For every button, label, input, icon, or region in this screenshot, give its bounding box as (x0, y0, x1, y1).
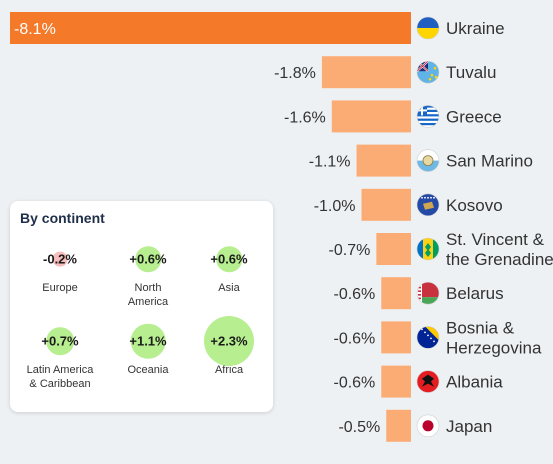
bar-7 (381, 277, 411, 310)
continent-bubble (46, 327, 74, 355)
continent-value: +2.3% (210, 333, 248, 349)
san-marino-flag-icon (416, 149, 440, 172)
greece-flag-icon (416, 105, 440, 128)
bar-10 (386, 409, 411, 442)
kosovo-flag-icon (416, 193, 440, 217)
bar-8 (381, 321, 411, 354)
continent-value: -0.2% (43, 251, 77, 267)
continent-bubble (135, 246, 161, 272)
bar-value-label: -0.6% (333, 330, 375, 347)
continent-value: +0.7% (41, 333, 79, 349)
country-name: San Marino (446, 152, 533, 171)
continent-name: Asia (218, 282, 240, 294)
bosnia-flag-icon (416, 326, 440, 349)
continent-value: +0.6% (129, 251, 167, 267)
continent-name: North America (127, 282, 169, 308)
continent-item: +2.3% Africa (184, 311, 274, 377)
continent-item: +1.1% Oceania (103, 311, 193, 377)
continent-title: By continent (20, 210, 105, 226)
bar-value-label: -0.6% (333, 375, 375, 392)
bar-value-label: -1.1% (309, 154, 351, 171)
japan-flag-icon (416, 414, 440, 438)
country-name: Belarus (446, 284, 504, 303)
continent-bubble (204, 316, 254, 366)
bar-6 (376, 233, 411, 265)
albania-flag-icon (416, 370, 440, 393)
bar-value-label: -1.6% (284, 109, 326, 126)
continent-item: +0.7% Latin America & Caribbean (15, 311, 105, 391)
country-name: Japan (446, 417, 492, 436)
bar-1 (10, 12, 411, 44)
continent-bubble (52, 251, 68, 267)
bar-4 (356, 144, 411, 177)
continent-item: -0.2% Europe (15, 229, 105, 295)
country-name: St. Vincent & the Grenadines (446, 230, 553, 269)
bar-value-label: -0.5% (338, 419, 380, 436)
continent-item: +0.6% Asia (184, 229, 274, 295)
continent-name: Latin America & Caribbean (26, 364, 94, 390)
continent-name: Africa (214, 364, 244, 376)
continent-card: By continent -0.2% Europe +0.6% North Americ… (10, 201, 273, 412)
bar-5 (361, 188, 411, 221)
country-name: Tuvalu (446, 63, 496, 82)
continent-value: +0.6% (210, 251, 248, 267)
continent-name: Europe (42, 282, 78, 294)
bar-value-label: -1.8% (274, 65, 316, 82)
continent-item: +0.6% North America (103, 229, 193, 309)
ukraine-flag-icon (416, 16, 440, 40)
continent-bubble (216, 246, 242, 272)
bar-3 (331, 100, 411, 133)
bar-9 (381, 365, 411, 398)
bar-2 (321, 56, 411, 89)
country-name: Albania (446, 373, 503, 392)
belarus-flag-icon (416, 281, 440, 305)
continent-name: Oceania (127, 364, 169, 376)
bar-value-label: -8.1% (14, 21, 56, 38)
bar-value-label: -0.7% (329, 242, 371, 259)
country-name: Greece (446, 107, 502, 126)
continent-bubble (130, 323, 166, 359)
bar-value-label: -0.6% (333, 286, 375, 303)
country-name: Kosovo (446, 196, 503, 215)
continent-value: +1.1% (129, 333, 167, 349)
country-name: Ukraine (446, 19, 505, 38)
tuvalu-flag-icon (416, 60, 440, 84)
country-name: Bosnia & Herzegovina (446, 318, 542, 357)
st-vincent-flag-icon (416, 237, 440, 261)
bar-value-label: -1.0% (314, 198, 356, 215)
